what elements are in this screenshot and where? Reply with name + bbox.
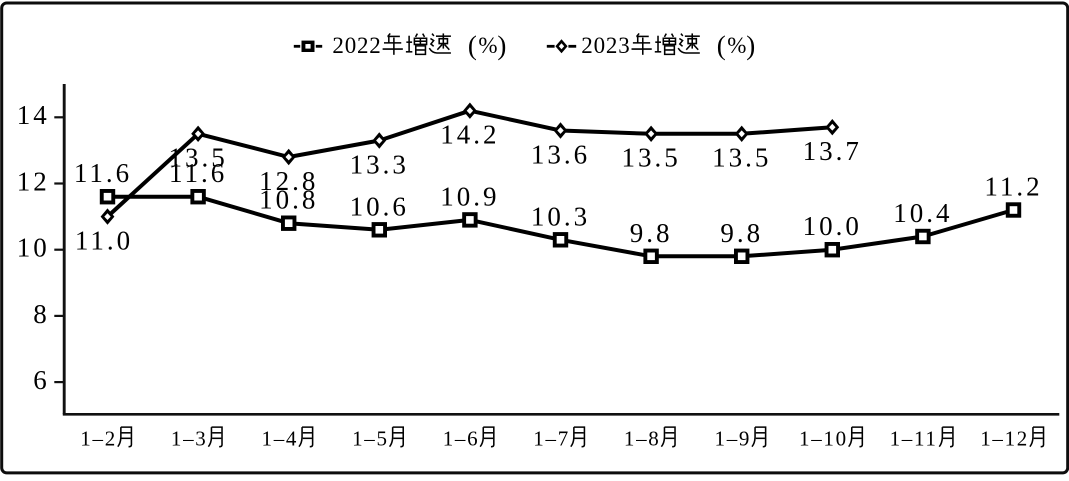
svg-text:9.8: 9.8 xyxy=(630,218,673,248)
svg-text:1–11: 1–11 xyxy=(890,426,938,450)
svg-text:11.6: 11.6 xyxy=(74,158,132,188)
svg-text:10.0: 10.0 xyxy=(803,211,862,241)
svg-text:6: 6 xyxy=(33,365,50,395)
svg-text:8: 8 xyxy=(33,299,50,329)
svg-text:1–10: 1–10 xyxy=(799,426,848,450)
svg-text:10.8: 10.8 xyxy=(259,185,318,215)
svg-text:2023: 2023 xyxy=(581,33,630,58)
svg-text:13.5: 13.5 xyxy=(168,143,227,173)
svg-text:1–3: 1–3 xyxy=(171,426,208,450)
svg-text:12: 12 xyxy=(17,166,50,196)
svg-text:13.6: 13.6 xyxy=(531,139,590,169)
svg-text:%: % xyxy=(478,33,497,58)
svg-text:1–4: 1–4 xyxy=(262,426,299,450)
svg-text:10.9: 10.9 xyxy=(440,181,499,211)
svg-text:1–2: 1–2 xyxy=(80,426,117,450)
svg-text:13.5: 13.5 xyxy=(712,143,771,173)
svg-text:%: % xyxy=(727,33,746,58)
svg-text:2022: 2022 xyxy=(332,33,381,58)
svg-text:13.5: 13.5 xyxy=(621,143,680,173)
svg-text:11.2: 11.2 xyxy=(984,172,1042,202)
svg-text:10.4: 10.4 xyxy=(893,198,952,228)
svg-text:1–6: 1–6 xyxy=(443,426,480,450)
svg-text:10.6: 10.6 xyxy=(350,191,409,221)
svg-text:1–5: 1–5 xyxy=(352,426,389,450)
svg-text:): ) xyxy=(746,31,755,61)
svg-text:11.0: 11.0 xyxy=(75,225,133,255)
svg-text:): ) xyxy=(497,31,506,61)
svg-text:13.3: 13.3 xyxy=(350,149,409,179)
svg-text:(: ( xyxy=(717,31,726,61)
svg-text:14.2: 14.2 xyxy=(440,120,499,150)
svg-text:10.3: 10.3 xyxy=(531,201,590,231)
svg-text:1–9: 1–9 xyxy=(715,426,752,450)
svg-text:12.8: 12.8 xyxy=(259,166,318,196)
svg-text:13.7: 13.7 xyxy=(803,136,862,166)
svg-text:1–12: 1–12 xyxy=(980,426,1029,450)
svg-text:(: ( xyxy=(468,31,477,61)
svg-text:10: 10 xyxy=(17,233,50,263)
svg-text:9.8: 9.8 xyxy=(720,218,763,248)
svg-text:1–8: 1–8 xyxy=(624,426,661,450)
svg-text:11.6: 11.6 xyxy=(169,158,227,188)
svg-text:14: 14 xyxy=(17,100,50,130)
svg-text:1–7: 1–7 xyxy=(533,426,570,450)
